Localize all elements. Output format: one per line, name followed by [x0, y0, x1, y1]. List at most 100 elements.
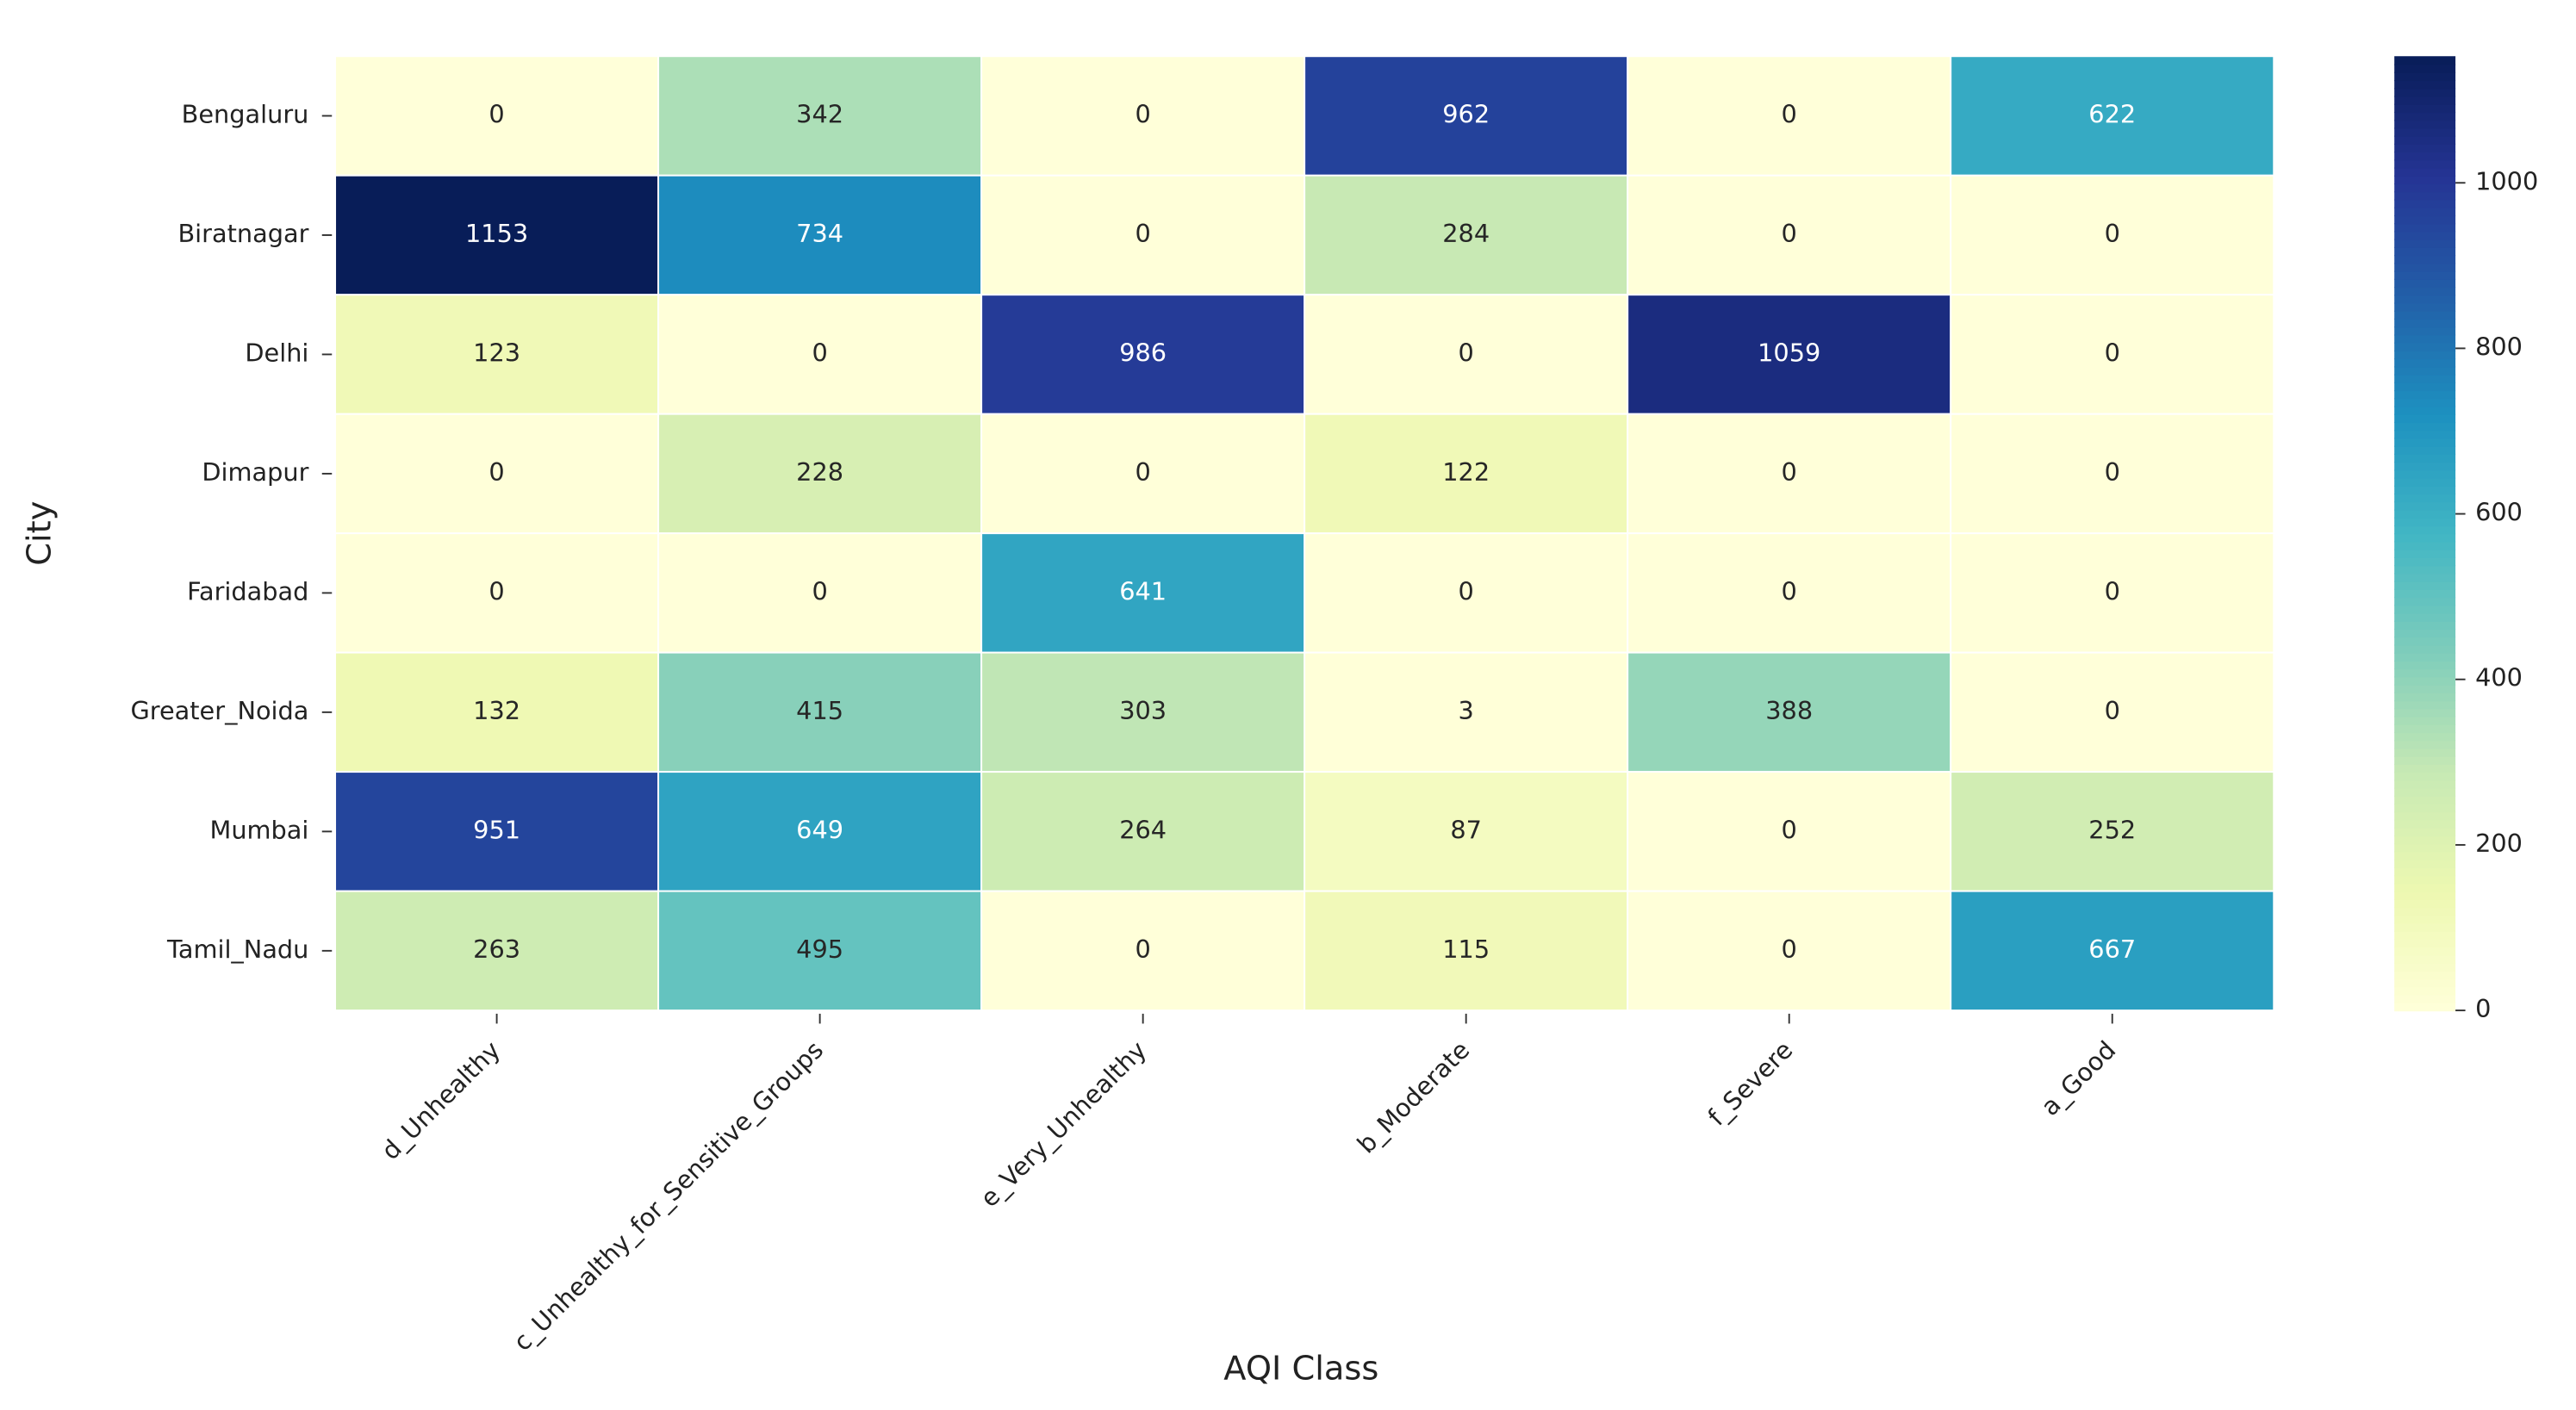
- colorbar-segment: [2394, 748, 2456, 757]
- colorbar-segment: [2394, 374, 2456, 383]
- colorbar-segment: [2394, 628, 2456, 638]
- colorbar-segment: [2394, 795, 2456, 805]
- colorbar-segment: [2394, 453, 2456, 463]
- cell-label: 263: [473, 935, 520, 964]
- colorbar-segment: [2394, 612, 2456, 622]
- colorbar-segment: [2394, 135, 2456, 145]
- colorbar-segment: [2394, 96, 2456, 105]
- colorbar-segment: [2394, 565, 2456, 575]
- colorbar-segment: [2394, 255, 2456, 264]
- colorbar-segment: [2394, 588, 2456, 599]
- colorbar-segment: [2394, 175, 2456, 185]
- colorbar-segment: [2394, 811, 2456, 821]
- colorbar-segment: [2394, 477, 2456, 487]
- heatmap-cell: [1950, 532, 2275, 654]
- colorbar-segment: [2394, 342, 2456, 351]
- colorbar-segment: [2394, 214, 2456, 225]
- heatmap-cell: [1627, 294, 1952, 415]
- heatmap-cell: [657, 55, 983, 177]
- heatmap-cell: [1950, 890, 2275, 1012]
- colorbar-segment: [2394, 533, 2456, 543]
- x-tick-label: c_Unhealthy_for_Sensitive_Groups: [507, 1035, 829, 1357]
- heatmap-cell: [657, 771, 983, 892]
- heatmap-cell: [1304, 294, 1629, 415]
- cell-label: 122: [1442, 457, 1490, 487]
- colorbar-segment: [2394, 366, 2456, 376]
- colorbar-segment: [2394, 819, 2456, 829]
- colorbar-segment: [2394, 517, 2456, 527]
- cell-label: 0: [488, 457, 504, 487]
- colorbar-segment: [2394, 915, 2456, 924]
- cell-label: 962: [1442, 99, 1490, 128]
- colorbar-segment: [2394, 263, 2456, 272]
- heatmap-cell: [980, 532, 1306, 654]
- colorbar-tick-label: 400: [2475, 663, 2523, 693]
- cell-label: 0: [1782, 219, 1797, 248]
- x-tick-label: d_Unhealthy: [376, 1035, 506, 1165]
- cell-label: 252: [2088, 815, 2136, 844]
- y-axis-title: City: [20, 501, 59, 566]
- colorbar-segment: [2394, 64, 2456, 73]
- colorbar-segment: [2394, 755, 2456, 766]
- heatmap-cell: [657, 413, 983, 535]
- colorbar-segment: [2394, 120, 2456, 129]
- colorbar-segment: [2394, 231, 2456, 240]
- colorbar-segment: [2394, 445, 2456, 455]
- colorbar-segment: [2394, 541, 2456, 550]
- cell-label: 0: [1136, 457, 1151, 487]
- colorbar-segment: [2394, 731, 2456, 742]
- colorbar-segment: [2394, 787, 2456, 797]
- heatmap-cell: [334, 890, 660, 1012]
- colorbar-segment: [2394, 922, 2456, 932]
- colorbar-segment: [2394, 127, 2456, 137]
- cell-label: 0: [1136, 935, 1151, 964]
- colorbar-segment: [2394, 763, 2456, 773]
- colorbar-segment: [2394, 947, 2456, 956]
- cell-label: 87: [1450, 815, 1482, 844]
- colorbar-tick-label: 0: [2475, 994, 2491, 1023]
- heatmap-cell: [334, 413, 660, 535]
- colorbar-tick-label: 800: [2475, 332, 2523, 361]
- colorbar-segment: [2394, 79, 2456, 90]
- colorbar-segment: [2394, 56, 2456, 65]
- heatmap-cell: [334, 55, 660, 177]
- colorbar-segment: [2394, 462, 2456, 471]
- colorbar-segment: [2394, 270, 2456, 280]
- y-tick-label: Tamil_Nadu: [166, 935, 308, 964]
- cell-label: 1059: [1758, 338, 1820, 367]
- colorbar-segment: [2394, 223, 2456, 233]
- colorbar-segment: [2394, 358, 2456, 368]
- colorbar-segment: [2394, 406, 2456, 415]
- heatmap-cell: [980, 771, 1306, 892]
- colorbar-tick-label: 200: [2475, 829, 2523, 858]
- cell-label: 0: [1459, 576, 1474, 606]
- colorbar-segment: [2394, 668, 2456, 678]
- colorbar-segment: [2394, 724, 2456, 734]
- heatmap-cell: [1627, 890, 1952, 1012]
- colorbar-segment: [2394, 851, 2456, 860]
- cell-label: 0: [1782, 576, 1797, 606]
- colorbar-segment: [2394, 891, 2456, 900]
- cell-label: 0: [2105, 457, 2120, 487]
- colorbar-segment: [2394, 676, 2456, 686]
- heatmap-cell: [1950, 413, 2275, 535]
- heatmap-cell: [1950, 294, 2275, 415]
- colorbar-segment: [2394, 772, 2456, 781]
- cell-label: 649: [796, 815, 843, 844]
- heatmap-cell: [1950, 651, 2275, 773]
- cell-label: 0: [812, 338, 827, 367]
- colorbar-segment: [2394, 326, 2456, 336]
- heatmap-cell: [334, 294, 660, 415]
- colorbar-segment: [2394, 302, 2456, 312]
- colorbar-segment: [2394, 191, 2456, 201]
- colorbar-segment: [2394, 501, 2456, 511]
- cell-label: 734: [796, 219, 843, 248]
- colorbar-segment: [2394, 930, 2456, 941]
- colorbar-segment: [2394, 421, 2456, 432]
- cell-label: 0: [1136, 219, 1151, 248]
- y-tick-label: Biratnagar: [177, 219, 308, 248]
- colorbar-segment: [2394, 835, 2456, 845]
- y-tick-label: Delhi: [245, 338, 308, 367]
- colorbar-segment: [2394, 637, 2456, 646]
